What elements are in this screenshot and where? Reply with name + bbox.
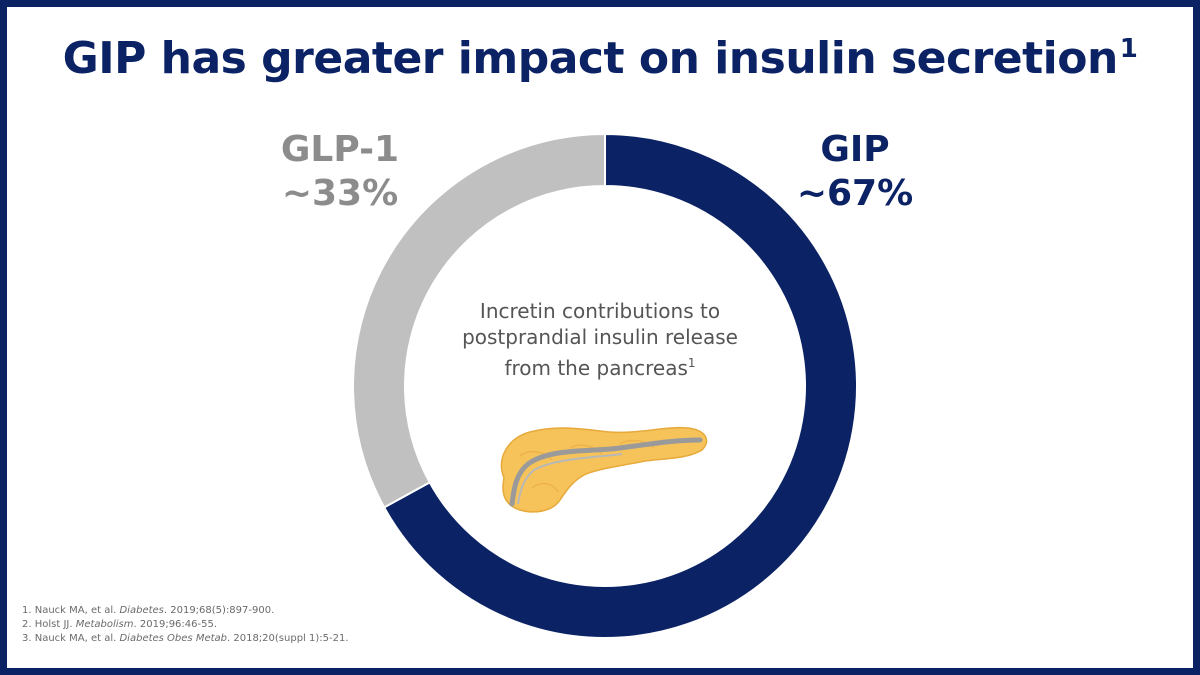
references: 1. Nauck MA, et al. Diabetes. 2019;68(5)… xyxy=(22,604,349,646)
title-footnote-marker: 1 xyxy=(1119,34,1138,64)
reference-item: 1. Nauck MA, et al. Diabetes. 2019;68(5)… xyxy=(22,604,349,618)
reference-text: 3. Nauck MA, et al. xyxy=(22,633,120,644)
reference-item: 2. Holst JJ. Metabolism. 2019;96:46-55. xyxy=(22,618,349,632)
reference-text: . 2018;20(suppl 1):5-21. xyxy=(227,633,349,644)
glp1-callout: GLP-1 ~33% xyxy=(255,128,425,216)
gip-callout: GIP ~67% xyxy=(770,128,940,216)
reference-text: 1. Nauck MA, et al. xyxy=(22,605,120,616)
title-text: GIP has greater impact on insulin secret… xyxy=(62,33,1119,84)
reference-text: . 2019;96:46-55. xyxy=(133,619,218,630)
donut-center-label: Incretin contributions to postprandial i… xyxy=(430,298,770,381)
pancreas-icon xyxy=(500,426,708,513)
center-label-line-text: from the pancreas xyxy=(504,356,688,380)
reference-text: 2. Holst JJ. xyxy=(22,619,76,630)
center-label-line: from the pancreas1 xyxy=(430,350,770,381)
reference-item: 3. Nauck MA, et al. Diabetes Obes Metab.… xyxy=(22,632,349,646)
center-label-line: postprandial insulin release xyxy=(462,325,738,349)
donut-slice-gip xyxy=(382,132,858,639)
center-label-line: Incretin contributions to xyxy=(479,299,721,323)
reference-journal: Metabolism xyxy=(75,619,134,630)
slide-title: GIP has greater impact on insulin secret… xyxy=(0,36,1200,81)
reference-text: . 2019;68(5):897-900. xyxy=(163,605,275,616)
gip-label: GIP xyxy=(820,129,890,170)
glp1-label: GLP-1 xyxy=(280,129,400,170)
glp1-value: ~33% xyxy=(281,173,399,214)
gip-value: ~67% xyxy=(796,173,914,214)
reference-journal: Diabetes xyxy=(119,605,164,616)
reference-journal: Diabetes Obes Metab xyxy=(119,633,227,644)
donut-slice-glp1 xyxy=(352,132,606,509)
center-footnote-marker: 1 xyxy=(687,356,696,370)
